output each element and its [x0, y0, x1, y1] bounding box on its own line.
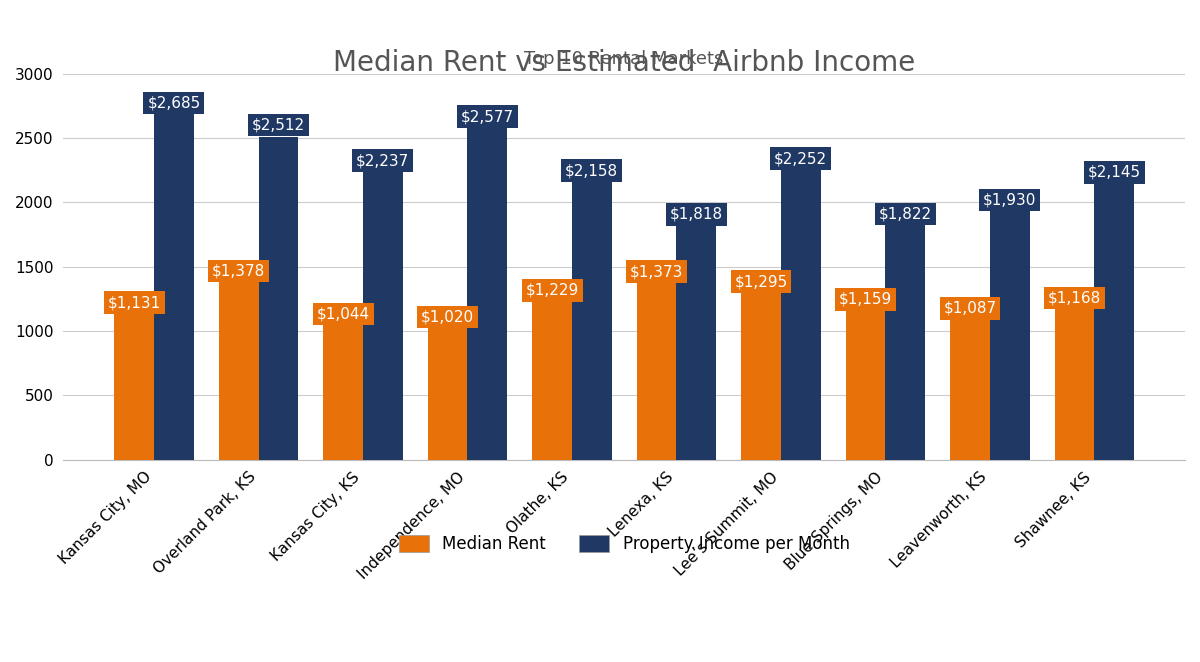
Text: $2,237: $2,237 [356, 153, 409, 168]
Text: Top 10 Rental Markets: Top 10 Rental Markets [524, 50, 724, 68]
Text: $2,252: $2,252 [774, 151, 827, 166]
Bar [846, 310, 886, 459]
Text: $1,131: $1,131 [108, 295, 161, 310]
Bar [114, 314, 154, 459]
Bar [468, 128, 508, 459]
Text: $1,818: $1,818 [670, 207, 722, 222]
Text: $1,373: $1,373 [630, 264, 683, 279]
Bar [572, 182, 612, 459]
Bar [677, 226, 716, 459]
Text: $1,822: $1,822 [878, 207, 931, 221]
Bar [990, 211, 1030, 459]
Bar [742, 293, 781, 459]
Bar [154, 115, 193, 459]
Title: Median Rent vs Estimated  Airbnb Income: Median Rent vs Estimated Airbnb Income [334, 49, 916, 77]
Text: $2,158: $2,158 [565, 164, 618, 178]
Text: $1,020: $1,020 [421, 310, 474, 324]
Bar [1055, 309, 1094, 459]
Text: $1,229: $1,229 [526, 283, 578, 298]
Bar [533, 302, 572, 459]
Bar [637, 283, 677, 459]
Text: $2,512: $2,512 [252, 118, 305, 132]
Bar [362, 172, 403, 459]
Legend: Median Rent, Property Income per Month: Median Rent, Property Income per Month [392, 528, 857, 559]
Text: $1,930: $1,930 [983, 193, 1037, 207]
Bar [886, 225, 925, 459]
Bar [258, 136, 299, 459]
Text: $1,087: $1,087 [943, 301, 996, 316]
Bar [427, 328, 468, 459]
Text: $2,685: $2,685 [148, 95, 200, 111]
Text: $2,577: $2,577 [461, 109, 514, 124]
Text: $1,159: $1,159 [839, 292, 892, 307]
Bar [781, 170, 821, 459]
Text: $1,168: $1,168 [1048, 291, 1102, 306]
Text: $1,044: $1,044 [317, 307, 370, 322]
Text: $2,145: $2,145 [1087, 165, 1141, 180]
Bar [1094, 184, 1134, 459]
Text: $1,378: $1,378 [212, 263, 265, 279]
Bar [323, 325, 362, 459]
Text: $1,295: $1,295 [734, 274, 787, 289]
Bar [218, 283, 258, 459]
Bar [950, 320, 990, 459]
